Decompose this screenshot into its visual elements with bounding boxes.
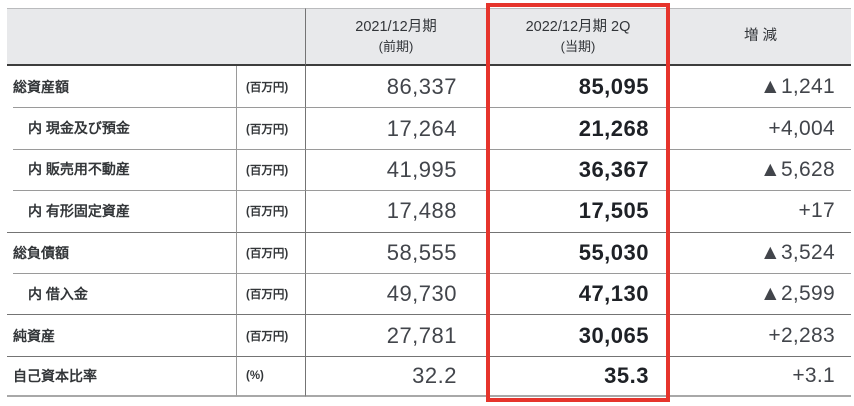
diff-value: ▲5,628 xyxy=(670,148,851,190)
row-label: 内 有形固定資産 xyxy=(7,190,237,232)
curr-value: 17,505 xyxy=(486,190,670,231)
table-row-equity-ratio: 自己資本比率 (%) 32.2 35.3 +3.1 xyxy=(7,355,851,398)
table-row-net-assets: 純資産 (百万円) 27,781 30,065 +2,283 xyxy=(7,314,851,356)
table-row-tangible-fixed-assets: 内 有形固定資産 (百万円) 17,488 17,505 +17 xyxy=(7,190,851,232)
unit-label: (%) xyxy=(237,355,306,398)
row-label: 内 販売用不動産 xyxy=(7,148,237,191)
curr-value: 55,030 xyxy=(486,231,670,273)
unit-label: (百万円) xyxy=(237,272,306,315)
diff-value: ▲1,241 xyxy=(759,74,835,98)
row-label: 総負債額 xyxy=(7,231,237,273)
prev-period-subtitle: (前期) xyxy=(378,38,414,54)
table-row-total-liabilities: 総負債額 (百万円) 58,555 55,030 ▲3,524 xyxy=(7,231,851,273)
unit-label: (百万円) xyxy=(237,190,306,232)
row-label: 内 借入金 xyxy=(7,272,237,315)
table-row-cash-deposits: 内 現金及び預金 (百万円) 17,264 21,268 +4,004 xyxy=(7,107,851,149)
column-header-curr-period: 2022/12月期 2Q (当期) xyxy=(486,8,670,66)
header-item-column xyxy=(7,8,306,66)
prev-period-title: 2021/12月期 xyxy=(355,18,437,35)
prev-value: 27,781 xyxy=(306,314,486,355)
prev-value: 86,337 xyxy=(386,73,457,99)
curr-value: 21,268 xyxy=(486,107,670,148)
diff-value: +4,004 xyxy=(670,107,851,148)
row-label: 純資産 xyxy=(7,314,237,356)
unit-label: (百万円) xyxy=(237,314,306,356)
curr-period-subtitle: (当期) xyxy=(560,38,596,54)
curr-value: 47,130 xyxy=(486,272,670,314)
table-row-borrowings: 内 借入金 (百万円) 49,730 47,130 ▲2,599 xyxy=(7,272,851,315)
diff-value: ▲2,599 xyxy=(670,272,851,314)
prev-value: 32.2 xyxy=(306,355,486,398)
diff-value: +2,283 xyxy=(670,314,851,355)
row-label: 総資産額 xyxy=(7,66,237,108)
curr-value: 85,095 xyxy=(578,73,649,99)
curr-value: 35.3 xyxy=(486,355,670,398)
unit-label: (百万円) xyxy=(237,66,306,108)
prev-value: 49,730 xyxy=(306,272,486,314)
diff-value: +3.1 xyxy=(670,355,851,398)
curr-value: 36,367 xyxy=(486,148,670,190)
column-header-prev-period: 2021/12月期 (前期) xyxy=(306,8,486,66)
diff-value: +17 xyxy=(670,190,851,231)
unit-label: (百万円) xyxy=(237,148,306,191)
row-label: 内 現金及び預金 xyxy=(7,107,237,149)
row-label: 自己資本比率 xyxy=(7,355,237,398)
header-row: 2021/12月期 (前期) 2022/12月期 2Q (当期) 増 減 xyxy=(7,8,851,66)
table-row-real-estate-for-sale: 内 販売用不動産 (百万円) 41,995 36,367 ▲5,628 xyxy=(7,148,851,191)
financial-summary-table: 2021/12月期 (前期) 2022/12月期 2Q (当期) 増 減 総資産… xyxy=(7,8,851,398)
diff-value: ▲3,524 xyxy=(670,231,851,273)
column-header-diff: 増 減 xyxy=(670,8,851,66)
prev-value: 41,995 xyxy=(306,148,486,190)
prev-value: 17,488 xyxy=(306,190,486,231)
curr-period-title: 2022/12月期 2Q xyxy=(525,18,631,35)
unit-label: (百万円) xyxy=(237,107,306,149)
curr-value: 30,065 xyxy=(486,314,670,355)
prev-value: 17,264 xyxy=(306,107,486,148)
table-row-total-assets: 総資産額 (百万円) 86,337 85,095 ▲1,241 xyxy=(7,66,851,108)
prev-value: 58,555 xyxy=(306,231,486,273)
unit-label: (百万円) xyxy=(237,231,306,273)
